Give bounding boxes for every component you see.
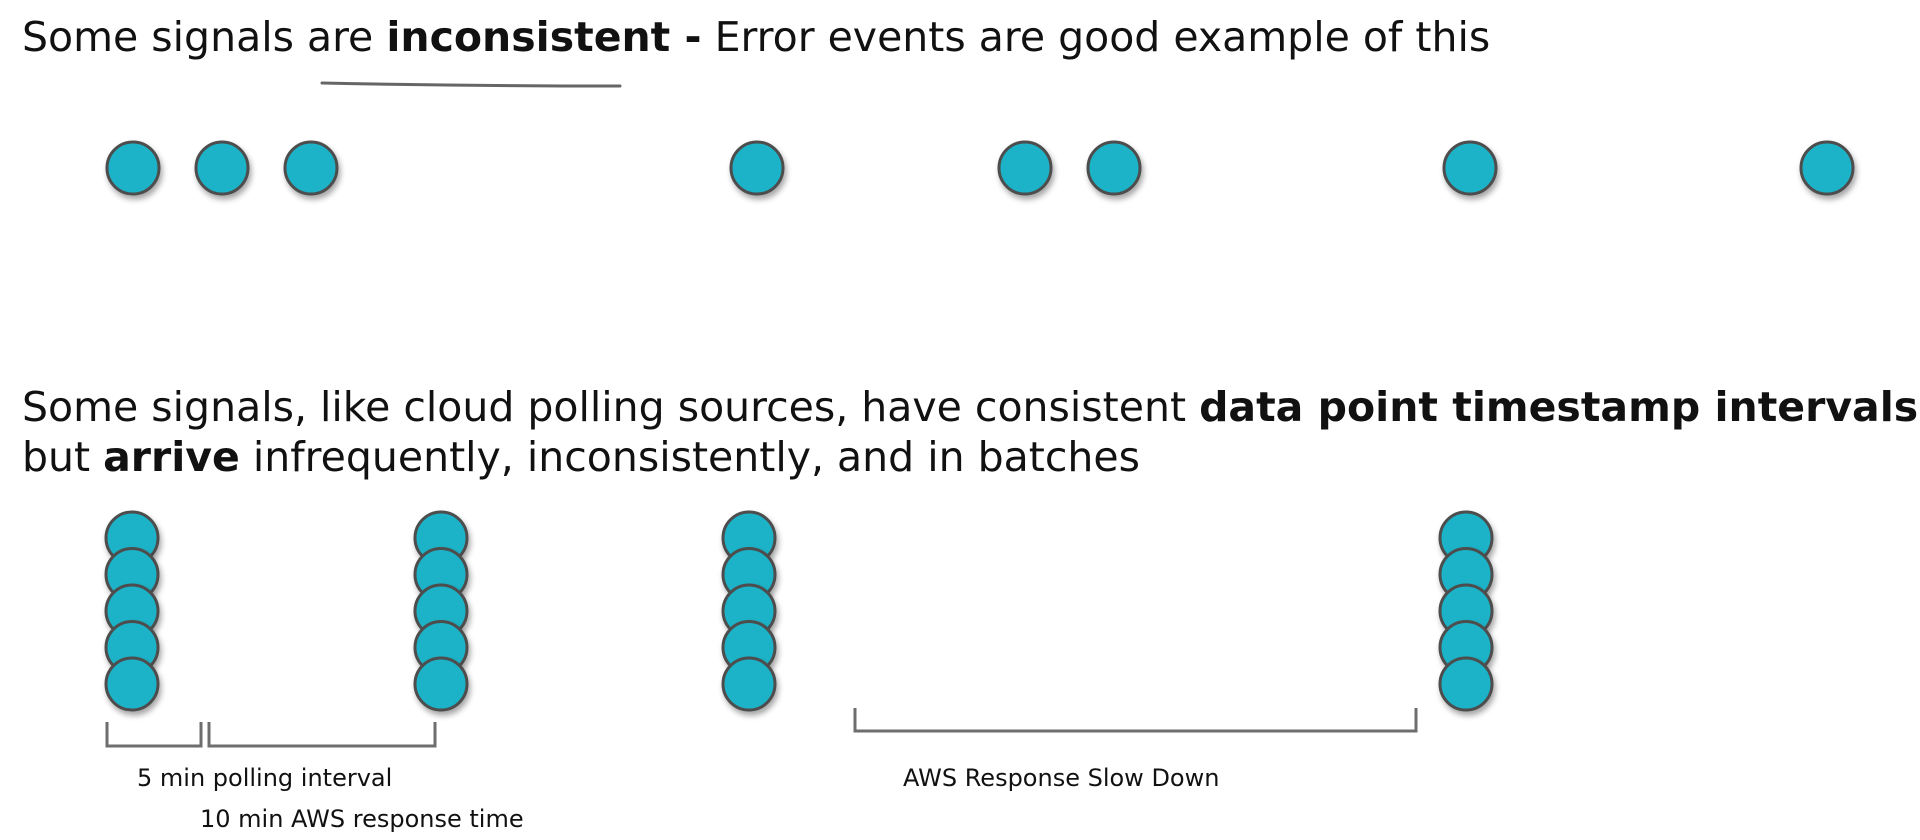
aws-slowdown-bracket <box>853 708 1418 733</box>
heading-2-bold: data point timestamp intervals <box>1199 383 1919 431</box>
error-event-dot-5 <box>997 140 1053 196</box>
error-event-dot-2 <box>194 140 250 196</box>
emphasis-underline <box>320 81 622 88</box>
batch-4-point-5 <box>1438 656 1494 712</box>
error-event-dot-4 <box>729 140 785 196</box>
heading-3-bold: arrive <box>103 433 240 481</box>
polling-interval-bracket <box>105 722 203 748</box>
heading-batched-signals-line-2: but arrive infrequently, inconsistently,… <box>22 432 1140 482</box>
batch-3-point-5 <box>721 656 777 712</box>
heading-2-text-after: , <box>1918 383 1920 431</box>
error-event-dot-8 <box>1799 140 1855 196</box>
aws-response-time-bracket <box>207 722 437 748</box>
error-event-dot-6 <box>1086 140 1142 196</box>
heading-1-text-after: Error events are good example of this <box>701 13 1491 61</box>
polling-interval-label: 5 min polling interval <box>137 764 392 792</box>
heading-1-bold: inconsistent - <box>386 13 702 61</box>
heading-1-text-before: Some signals are <box>22 13 387 61</box>
aws-response-time-label: 10 min AWS response time <box>200 805 524 833</box>
error-event-dot-7 <box>1442 140 1498 196</box>
heading-batched-signals-line-1: Some signals, like cloud polling sources… <box>22 382 1920 432</box>
heading-3-text-before: but <box>22 433 104 481</box>
aws-slowdown-label: AWS Response Slow Down <box>903 764 1219 792</box>
inconsistent-events-row <box>105 140 1855 196</box>
heading-inconsistent-signals: Some signals are inconsistent - Error ev… <box>22 12 1490 62</box>
error-event-dot-1 <box>105 140 161 196</box>
interval-brackets <box>105 708 1418 748</box>
heading-2-text-before: Some signals, like cloud polling sources… <box>22 383 1200 431</box>
batch-1-point-5 <box>104 656 160 712</box>
batch-2-point-5 <box>413 656 469 712</box>
error-event-dot-3 <box>283 140 339 196</box>
heading-3-text-after: infrequently, inconsistently, and in bat… <box>239 433 1140 481</box>
batched-events-row <box>104 510 1494 712</box>
